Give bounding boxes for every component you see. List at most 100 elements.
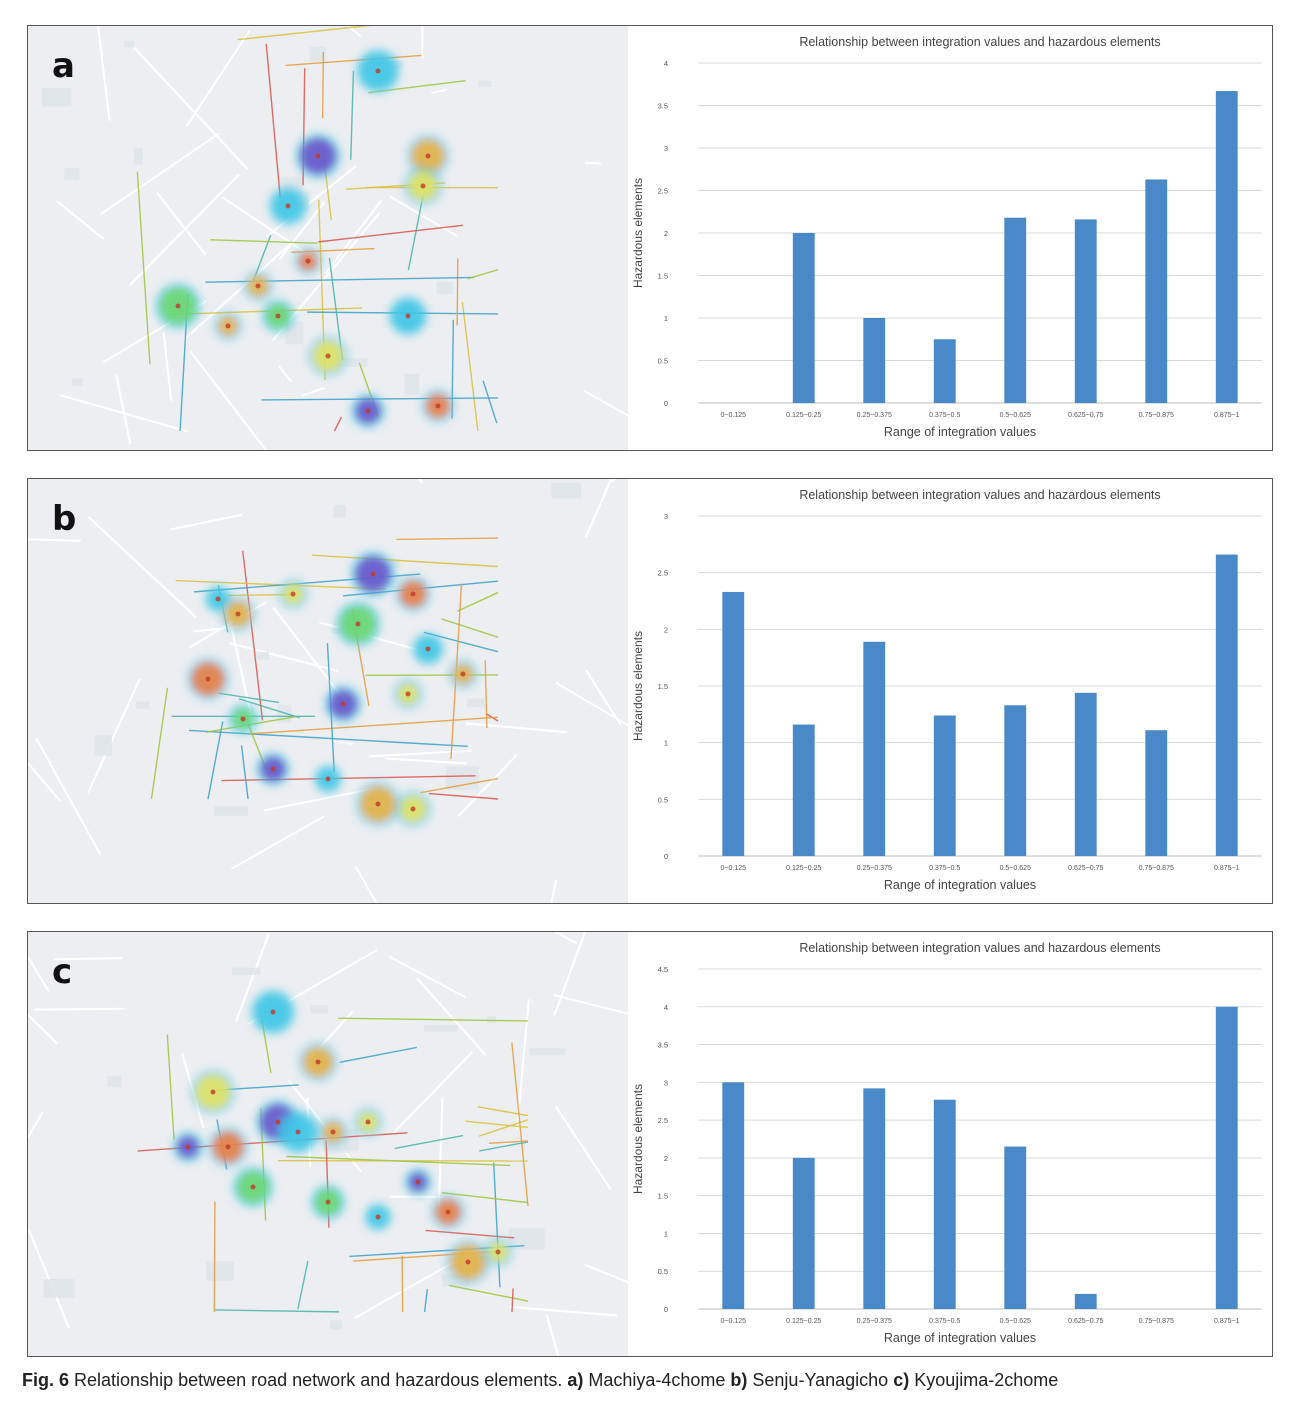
map-a (28, 26, 628, 450)
caption-a-label: a) (567, 1370, 584, 1390)
bar (1004, 705, 1027, 856)
x-tick-label: 0.625~0.75 (1068, 865, 1103, 872)
y-tick-label: 0.5 (658, 357, 668, 366)
y-tick-label: 2.5 (658, 1116, 668, 1125)
y-tick-label: 1 (664, 1229, 668, 1238)
x-tick-label: 0.375~0.5 (929, 412, 960, 419)
y-tick-label: 1.5 (658, 1192, 668, 1201)
chart-title: Relationship between integration values … (799, 35, 1160, 49)
bar (1004, 217, 1027, 403)
map-background (28, 479, 628, 903)
y-axis-label: Hazardous elements (631, 178, 645, 288)
y-tick-label: 1 (664, 739, 668, 748)
y-tick-label: 2.5 (658, 569, 668, 578)
bar (933, 715, 956, 856)
panel-a: a Relationship between integration value… (27, 25, 1273, 451)
y-tick-label: 3.5 (658, 102, 668, 111)
figure-caption: Fig. 6 Relationship between road network… (22, 1370, 1058, 1391)
bar (933, 1099, 956, 1309)
y-tick-label: 3 (664, 512, 668, 521)
bar (1074, 1293, 1097, 1309)
x-tick-label: 0.125~0.25 (786, 865, 821, 872)
bar (1074, 219, 1097, 403)
x-tick-label: 0.875~1 (1214, 865, 1240, 872)
x-tick-label: 0.25~0.375 (857, 1318, 892, 1325)
hazard-points (205, 571, 466, 812)
x-tick-label: 0.75~0.875 (1139, 412, 1174, 419)
bar (863, 1088, 886, 1309)
x-axis-label: Range of integration values (884, 1331, 1036, 1345)
y-tick-label: 0.5 (658, 1267, 668, 1276)
caption-a-text: Machiya-4chome (583, 1370, 731, 1390)
map-b (28, 479, 628, 903)
x-tick-label: 0.75~0.875 (1139, 1318, 1174, 1325)
caption-c-text: Kyoujima-2chome (909, 1370, 1059, 1390)
y-tick-label: 1.5 (658, 682, 668, 691)
x-tick-label: 0~0.125 (721, 412, 747, 419)
x-axis-label: Range of integration values (884, 878, 1036, 892)
y-tick-label: 1 (664, 314, 668, 323)
x-tick-label: 0.625~0.75 (1068, 1318, 1103, 1325)
bar (1215, 554, 1238, 856)
x-tick-label: 0.875~1 (1214, 412, 1240, 419)
bar (1215, 91, 1238, 404)
x-tick-label: 0.5~0.625 (1000, 865, 1031, 872)
y-tick-label: 2 (664, 625, 668, 634)
caption-fig-label: Fig. 6 (22, 1370, 70, 1390)
chart-title: Relationship between integration values … (799, 488, 1160, 502)
x-tick-label: 0.375~0.5 (929, 865, 960, 872)
y-tick-label: 0 (664, 852, 668, 861)
bar (1145, 730, 1168, 856)
panel-letter-c: c (52, 952, 73, 992)
x-axis-label: Range of integration values (884, 425, 1036, 439)
x-tick-label: 0.875~1 (1214, 1318, 1240, 1325)
panel-letter-b: b (52, 499, 77, 539)
x-tick-label: 0.375~0.5 (929, 1318, 960, 1325)
x-tick-label: 0.125~0.25 (786, 412, 821, 419)
integration-road-lines (137, 1014, 529, 1313)
bar (863, 318, 886, 403)
bar (722, 591, 745, 856)
panel-c: c Relationship between integration value… (27, 931, 1273, 1357)
y-tick-label: 1.5 (658, 272, 668, 281)
bar (1004, 1146, 1027, 1309)
bar (792, 724, 815, 856)
bar (722, 1082, 745, 1309)
chart-b: Relationship between integration values … (631, 488, 1262, 892)
chart-c: Relationship between integration values … (631, 941, 1262, 1345)
panel-letter-a: a (52, 46, 75, 86)
y-axis-label: Hazardous elements (631, 1084, 645, 1194)
x-tick-label: 0~0.125 (721, 865, 747, 872)
x-tick-label: 0.25~0.375 (857, 865, 892, 872)
caption-text: Relationship between road network and ha… (69, 1370, 568, 1390)
y-tick-label: 0 (664, 1305, 668, 1314)
y-tick-label: 2 (664, 1154, 668, 1163)
caption-b-label: b) (730, 1370, 748, 1390)
y-tick-label: 3.5 (658, 1041, 668, 1050)
chart-title: Relationship between integration values … (799, 941, 1160, 955)
y-tick-label: 3 (664, 1078, 668, 1087)
x-tick-label: 0.75~0.875 (1139, 865, 1174, 872)
x-tick-label: 0.5~0.625 (1000, 1318, 1031, 1325)
y-tick-label: 0 (664, 399, 668, 408)
hazard-points (185, 1009, 501, 1265)
x-tick-label: 0.625~0.75 (1068, 412, 1103, 419)
street-network (28, 932, 628, 1356)
map-background (28, 26, 628, 450)
x-tick-label: 0.125~0.25 (786, 1318, 821, 1325)
hazard-points (175, 68, 441, 414)
street-network (55, 26, 628, 450)
bar (863, 641, 886, 856)
y-axis-label: Hazardous elements (631, 631, 645, 741)
bar (1074, 692, 1097, 856)
y-tick-label: 0.5 (658, 795, 668, 804)
y-tick-label: 4 (664, 1003, 668, 1012)
caption-c-label: c) (893, 1370, 910, 1390)
panel-b: b Relationship between integration value… (27, 478, 1273, 904)
bar (792, 233, 815, 403)
y-tick-label: 2.5 (658, 187, 668, 196)
bar (933, 339, 956, 403)
x-tick-label: 0~0.125 (721, 1318, 747, 1325)
chart-a: Relationship between integration values … (631, 35, 1262, 439)
bar (1145, 179, 1168, 403)
